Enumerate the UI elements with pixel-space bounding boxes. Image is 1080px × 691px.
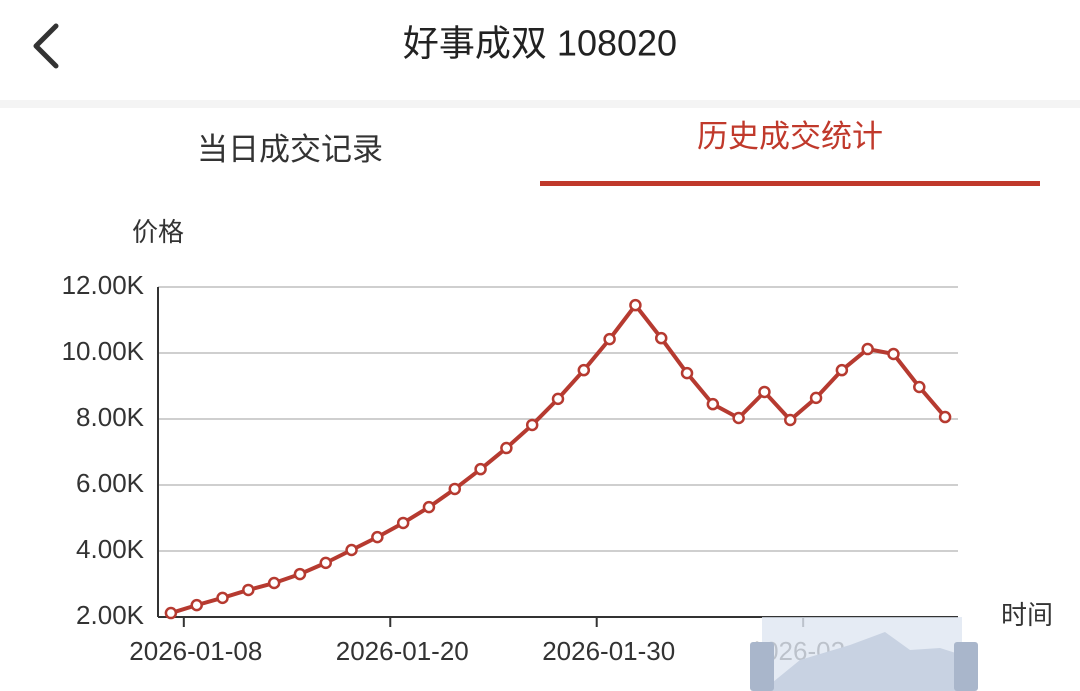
point: [267, 576, 281, 590]
line: [170, 303, 947, 615]
point: [809, 391, 823, 405]
point: [758, 385, 771, 399]
point: [216, 591, 229, 605]
point: [474, 462, 487, 476]
plot: 2.00K 4.00K 6.00K 8.00K 10.00K 12.00K 2026-01-…: [62, 270, 958, 666]
back-button[interactable]: [33, 23, 59, 69]
x-tick-label: 2026-01-30: [542, 636, 675, 666]
point: [396, 516, 410, 530]
point: [345, 543, 358, 557]
tab-active[interactable]: 历史成交统计: [697, 119, 883, 154]
point: [680, 366, 694, 380]
point: [603, 332, 616, 346]
point: [319, 556, 332, 570]
point: [835, 363, 849, 377]
y-axis-label: 价格: [132, 217, 184, 247]
point: [371, 530, 384, 544]
x-axis-label: 时间: [1001, 600, 1053, 630]
point: [551, 392, 565, 406]
point: [913, 380, 926, 394]
y-tick-label: 2.00K: [76, 600, 145, 630]
y-tick-label: 8.00K: [76, 402, 145, 432]
point: [190, 598, 203, 612]
point: [525, 418, 539, 432]
y-tick-label: 10.00K: [62, 336, 145, 366]
point: [629, 298, 642, 312]
zoom-handle[interactable]: [954, 642, 978, 691]
point: [422, 500, 436, 514]
point: [784, 413, 797, 427]
point: [861, 342, 874, 356]
point: [500, 441, 513, 455]
zoom-handle[interactable]: [750, 642, 774, 691]
point: [242, 583, 255, 597]
tab-underline: [540, 181, 1040, 186]
x-tick-label: 2026-01-08: [129, 636, 262, 666]
point: [706, 397, 720, 411]
page-title: 好事成双 108020: [403, 23, 677, 64]
point: [732, 411, 745, 425]
separator: [0, 100, 1080, 108]
y-tick-label: 4.00K: [76, 534, 145, 564]
point: [293, 567, 307, 581]
point: [938, 410, 952, 424]
point: [448, 482, 462, 496]
point: [577, 363, 591, 377]
tab[interactable]: 当日成交记录: [197, 132, 383, 167]
y-tick-label: 6.00K: [76, 468, 145, 498]
point: [164, 606, 178, 620]
point: [887, 347, 900, 361]
data-zoom[interactable]: [750, 617, 978, 691]
y-tick-label: 12.00K: [62, 270, 145, 300]
x-tick-label: 2026-01-20: [336, 636, 469, 666]
zoom-preview: [762, 632, 962, 691]
point: [654, 331, 668, 345]
